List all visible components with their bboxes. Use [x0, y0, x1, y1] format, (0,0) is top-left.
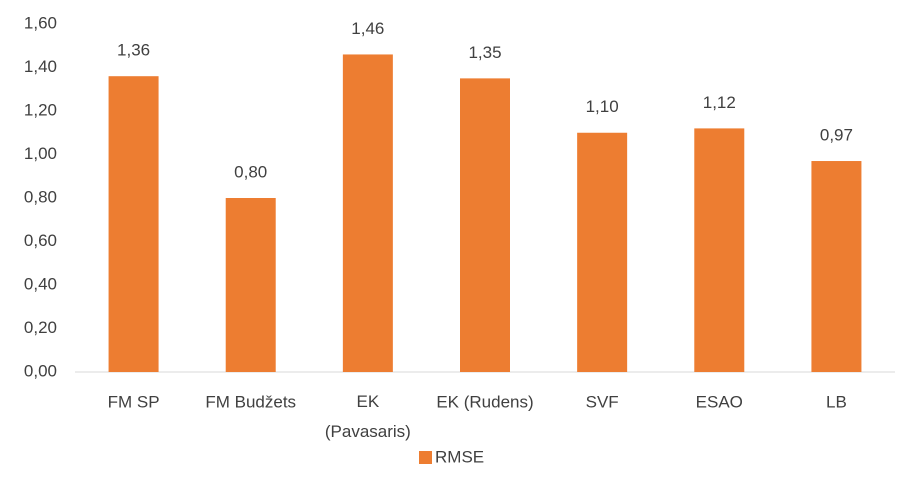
data-label: 1,46 [351, 19, 384, 38]
data-label: 1,10 [586, 97, 619, 116]
y-tick-label: 0,40 [24, 274, 57, 293]
x-tick-label: EK (Pavasaris) [325, 392, 411, 441]
x-tick-label: FM Budžets [205, 392, 296, 411]
x-tick-label: LB [826, 392, 847, 411]
bar [225, 198, 276, 372]
y-tick-label: 1,20 [24, 100, 57, 119]
y-tick-label: 1,40 [24, 57, 57, 76]
data-label: 1,36 [117, 41, 150, 60]
y-tick-label: 0,00 [24, 361, 57, 380]
x-tick-label: SVF [586, 392, 619, 411]
legend-label: RMSE [435, 447, 484, 466]
legend-swatch [419, 451, 432, 464]
bar [694, 128, 745, 372]
data-label: 1,35 [468, 43, 501, 62]
x-tick-label: EK (Rudens) [436, 392, 533, 411]
bar [108, 76, 159, 372]
data-label: 1,12 [703, 93, 736, 112]
data-label: 0,80 [234, 162, 267, 181]
bar [577, 132, 628, 372]
y-tick-label: 0,20 [24, 318, 57, 337]
x-tick-label: FM SP [108, 392, 160, 411]
bar [811, 161, 862, 372]
y-tick-label: 1,00 [24, 144, 57, 163]
bar [460, 78, 510, 372]
data-label: 0,97 [820, 126, 853, 145]
y-tick-label: 1,60 [24, 13, 57, 32]
y-tick-label: 0,80 [24, 187, 57, 206]
bar [342, 54, 393, 372]
x-tick-label: ESAO [696, 392, 743, 411]
y-tick-label: 0,60 [24, 231, 57, 250]
